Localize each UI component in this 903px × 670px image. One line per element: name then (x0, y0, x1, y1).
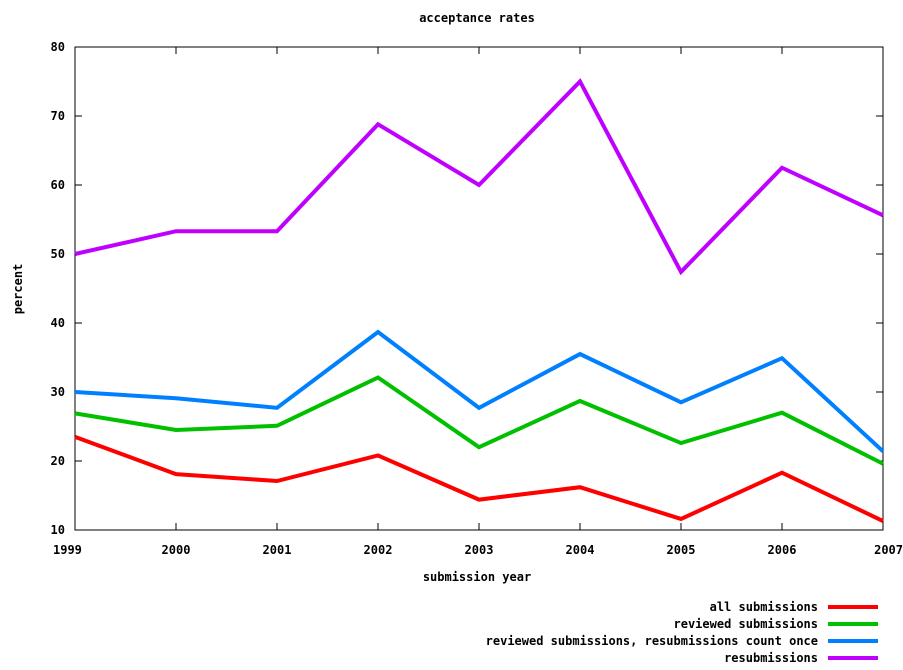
axis-ticks: 10 20 30 40 50 60 70 80 1999 2000 2001 2002 2003 2004… (51, 40, 903, 557)
series-lines (74, 78, 885, 523)
plot-frame (74, 46, 884, 531)
y-tick-label: 10 (51, 523, 65, 537)
y-tick-label: 60 (51, 178, 65, 192)
x-tick-label: 2002 (364, 543, 393, 557)
y-tick-label: 80 (51, 40, 65, 54)
x-tick-label: 2000 (162, 543, 191, 557)
x-tick-label: 2001 (263, 543, 292, 557)
legend: all submissions reviewed submissions revie… (486, 600, 878, 665)
series-line-2 (74, 329, 885, 453)
legend-label: all submissions (710, 600, 818, 614)
series-line-0 (74, 434, 884, 523)
x-tick-label: 2003 (465, 543, 494, 557)
legend-label: reviewed submissions, resubmissions coun… (486, 634, 818, 648)
legend-label: resubmissions (724, 651, 818, 665)
y-axis-label: percent (11, 264, 25, 315)
y-tick-label: 40 (51, 316, 65, 330)
x-tick-label: 2004 (566, 543, 595, 557)
x-tick-label: 1999 (53, 543, 82, 557)
y-tick-label: 30 (51, 385, 65, 399)
y-tick-label: 70 (51, 109, 65, 123)
x-tick-label: 2006 (768, 543, 797, 557)
legend-label: reviewed submissions (674, 617, 819, 631)
y-tick-label: 50 (51, 247, 65, 261)
x-tick-label: 2007 (874, 543, 903, 557)
x-tick-label: 2005 (667, 543, 696, 557)
x-axis-label: submission year (423, 570, 531, 584)
y-tick-label: 20 (51, 454, 65, 468)
series-line-3 (74, 78, 884, 276)
chart-title: acceptance rates (419, 11, 535, 25)
series-line-1 (74, 375, 884, 466)
